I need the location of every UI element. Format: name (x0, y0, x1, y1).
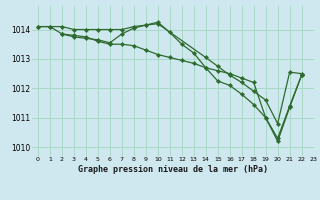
X-axis label: Graphe pression niveau de la mer (hPa): Graphe pression niveau de la mer (hPa) (78, 165, 268, 174)
